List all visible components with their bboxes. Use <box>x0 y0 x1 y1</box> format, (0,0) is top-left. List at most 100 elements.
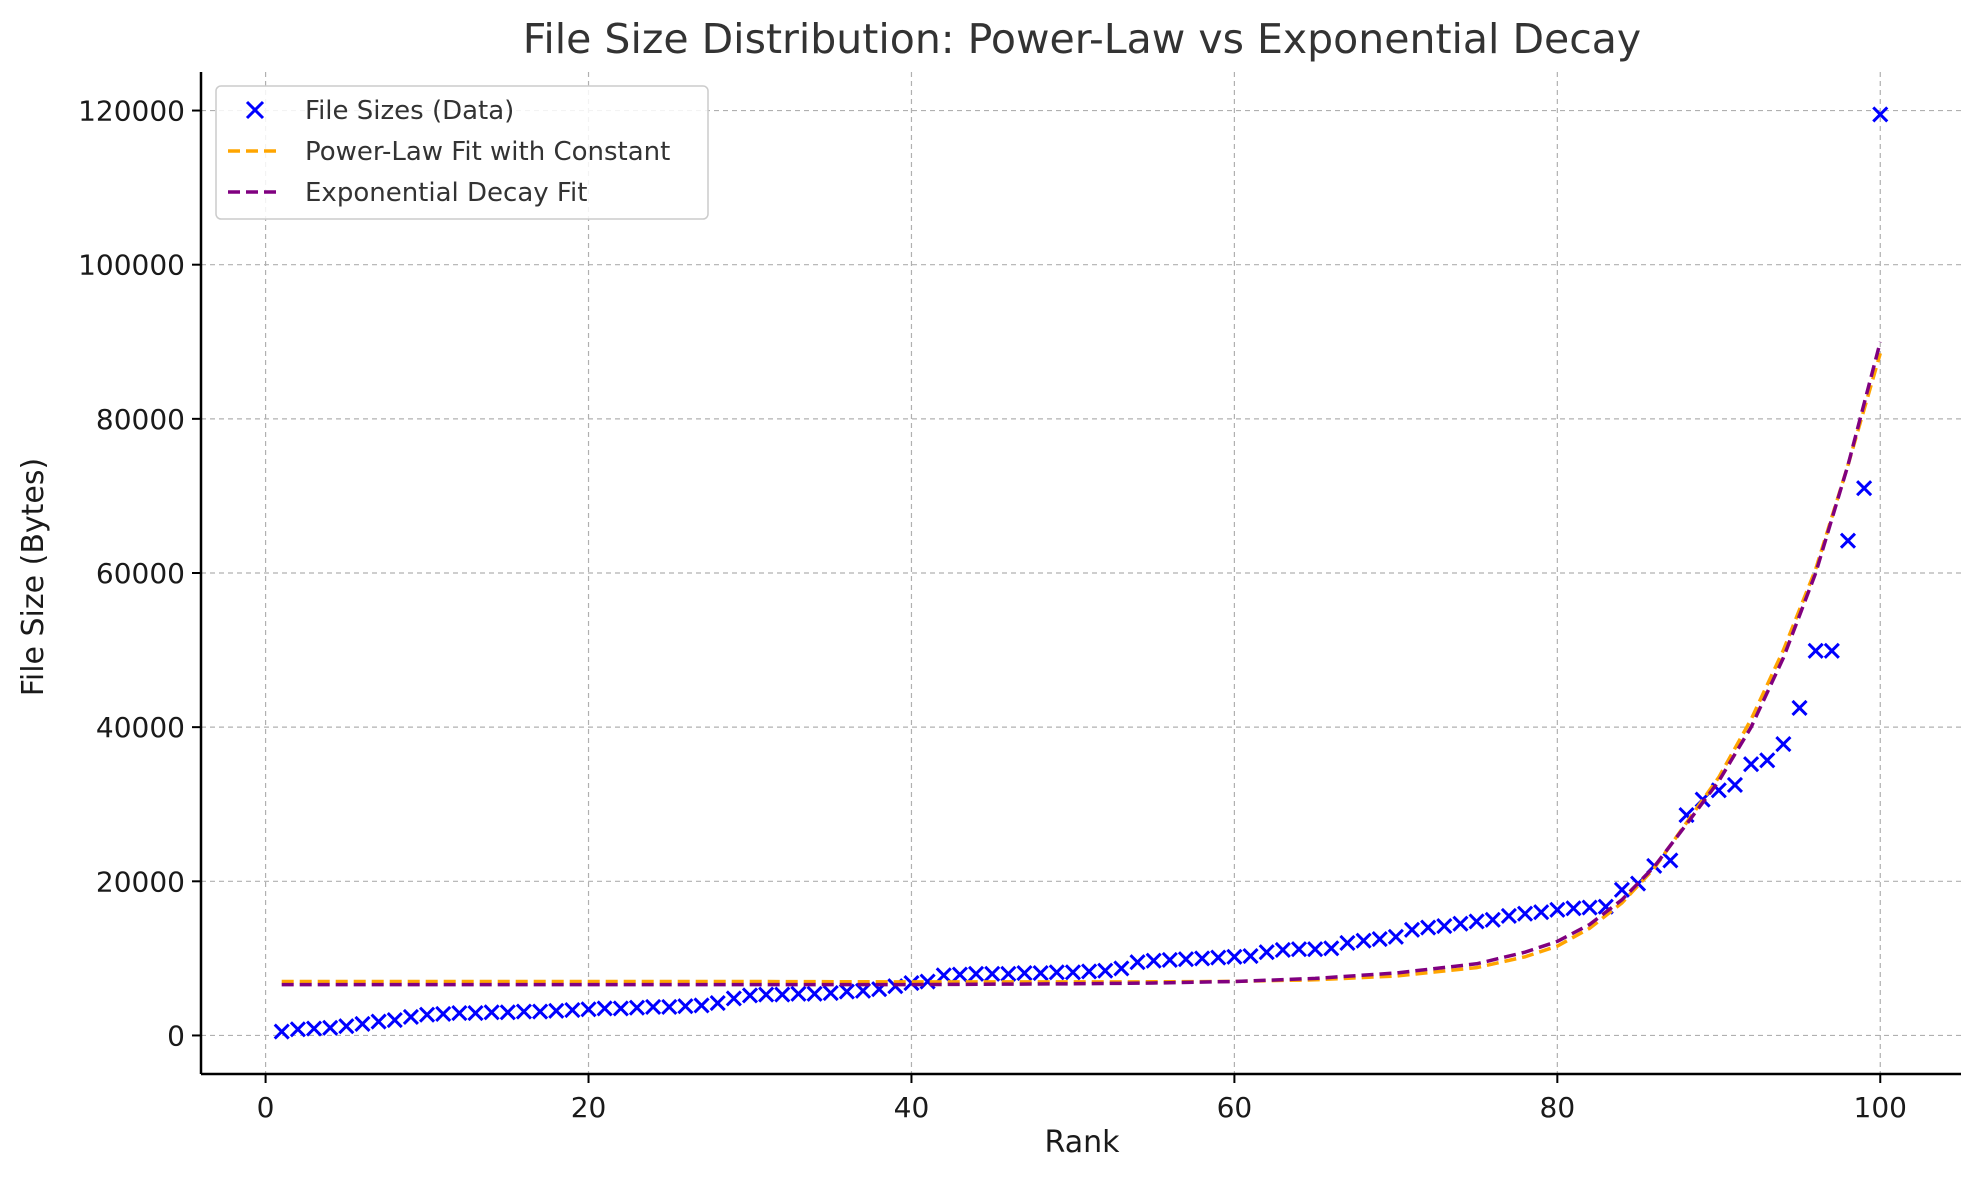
data-point <box>1274 941 1291 958</box>
data-point <box>628 999 646 1016</box>
data-point <box>467 1005 484 1022</box>
data-point <box>1064 964 1081 981</box>
data-point <box>1339 934 1356 952</box>
data-point <box>822 985 839 1002</box>
data-point <box>418 1006 436 1023</box>
data-point <box>1420 919 1437 936</box>
data-point <box>709 995 726 1012</box>
data-point <box>1759 752 1776 769</box>
data-point <box>273 1023 290 1040</box>
data-point <box>1436 917 1453 935</box>
y-tick-label: 40000 <box>96 711 185 744</box>
data-point <box>1177 951 1195 968</box>
scatter-series <box>273 106 1889 1040</box>
legend-box <box>215 85 709 220</box>
data-point <box>790 985 807 1002</box>
x-tick-label: 0 <box>257 1091 275 1124</box>
x-tick-label: 80 <box>1540 1091 1576 1124</box>
data-point <box>1000 965 1017 982</box>
legend-label: Exponential Decay Fit <box>305 178 587 208</box>
data-point <box>693 997 710 1014</box>
data-point <box>354 1015 371 1032</box>
data-point <box>1743 756 1760 773</box>
data-point <box>548 1002 565 1019</box>
data-point <box>984 965 1001 982</box>
data-point <box>645 998 662 1016</box>
data-point <box>596 1000 613 1017</box>
data-point <box>1662 852 1679 869</box>
y-axis-label: File Size (Bytes) <box>16 458 51 696</box>
data-point <box>370 1013 387 1030</box>
data-point <box>532 1003 549 1020</box>
data-point <box>967 965 985 982</box>
legend-item: Power-Law Fit with Constant <box>228 137 670 167</box>
data-point <box>1210 949 1227 966</box>
data-point <box>1387 928 1404 945</box>
data-point <box>1113 960 1130 977</box>
exponential-decay-fit-line <box>281 341 1882 987</box>
data-point <box>515 1003 532 1020</box>
data-point <box>305 1020 323 1037</box>
data-point <box>1323 940 1340 957</box>
y-tick-label: 120000 <box>78 95 185 128</box>
legend-item: File Sizes (Data) <box>245 96 514 126</box>
y-tick-label: 0 <box>167 1019 185 1052</box>
data-point <box>1097 962 1114 979</box>
data-point <box>1403 921 1421 938</box>
data-point <box>612 1000 629 1017</box>
data-point <box>1032 964 1049 982</box>
data-point <box>838 983 855 1000</box>
tick-marks: 0 20 40 60 80 100 0 20000 40000 60000 80000 100000 1… <box>78 95 1907 1124</box>
data-point <box>758 986 775 1003</box>
data-point <box>1533 904 1550 921</box>
data-point <box>1726 776 1744 794</box>
chart-title: File Size Distribution: Power-Law vs Exp… <box>523 15 1641 63</box>
data-point <box>1807 642 1824 659</box>
data-point <box>725 990 742 1007</box>
x-tick-label: 100 <box>1854 1091 1907 1124</box>
data-point <box>338 1018 355 1035</box>
data-point <box>1839 532 1857 549</box>
data-point <box>499 1004 516 1021</box>
x-tick-label: 40 <box>894 1091 930 1124</box>
data-point <box>1484 911 1501 928</box>
data-point <box>1226 948 1243 965</box>
data-point <box>1307 941 1324 958</box>
series-layer <box>273 106 1889 1040</box>
data-point <box>1549 901 1566 918</box>
data-point <box>1258 944 1275 961</box>
data-point <box>1145 952 1162 969</box>
data-point <box>1129 954 1146 971</box>
legend-label: Power-Law Fit with Constant <box>305 137 670 167</box>
x-axis-label: Rank <box>1045 1125 1121 1160</box>
legend-item: Exponential Decay Fit <box>228 178 587 208</box>
data-point <box>1856 480 1873 497</box>
data-point <box>774 986 791 1003</box>
data-point <box>903 974 920 992</box>
legend-marker-x <box>245 100 265 120</box>
data-point <box>1581 899 1598 916</box>
data-point <box>1500 907 1517 925</box>
legend-label: File Sizes (Data) <box>305 96 514 126</box>
data-point <box>1290 941 1308 958</box>
grid-lines <box>201 72 1961 1074</box>
data-point <box>1242 948 1259 965</box>
data-point <box>322 1019 339 1036</box>
data-point <box>1371 931 1388 948</box>
data-point <box>1791 699 1808 716</box>
data-point <box>1565 900 1582 917</box>
data-point <box>386 1011 403 1029</box>
data-point <box>1468 913 1485 930</box>
data-point <box>1048 964 1065 981</box>
x-tick-label: 20 <box>571 1091 607 1124</box>
y-tick-label: 20000 <box>96 865 185 898</box>
data-point <box>1872 106 1889 123</box>
data-point <box>580 1001 597 1018</box>
data-point <box>1613 881 1630 898</box>
data-point <box>564 1001 581 1019</box>
y-tick-label: 80000 <box>96 403 185 436</box>
y-tick-label: 60000 <box>96 557 185 590</box>
legend: File Sizes (Data) Power-Law Fit with Cons… <box>215 85 709 220</box>
data-point <box>1355 932 1372 949</box>
